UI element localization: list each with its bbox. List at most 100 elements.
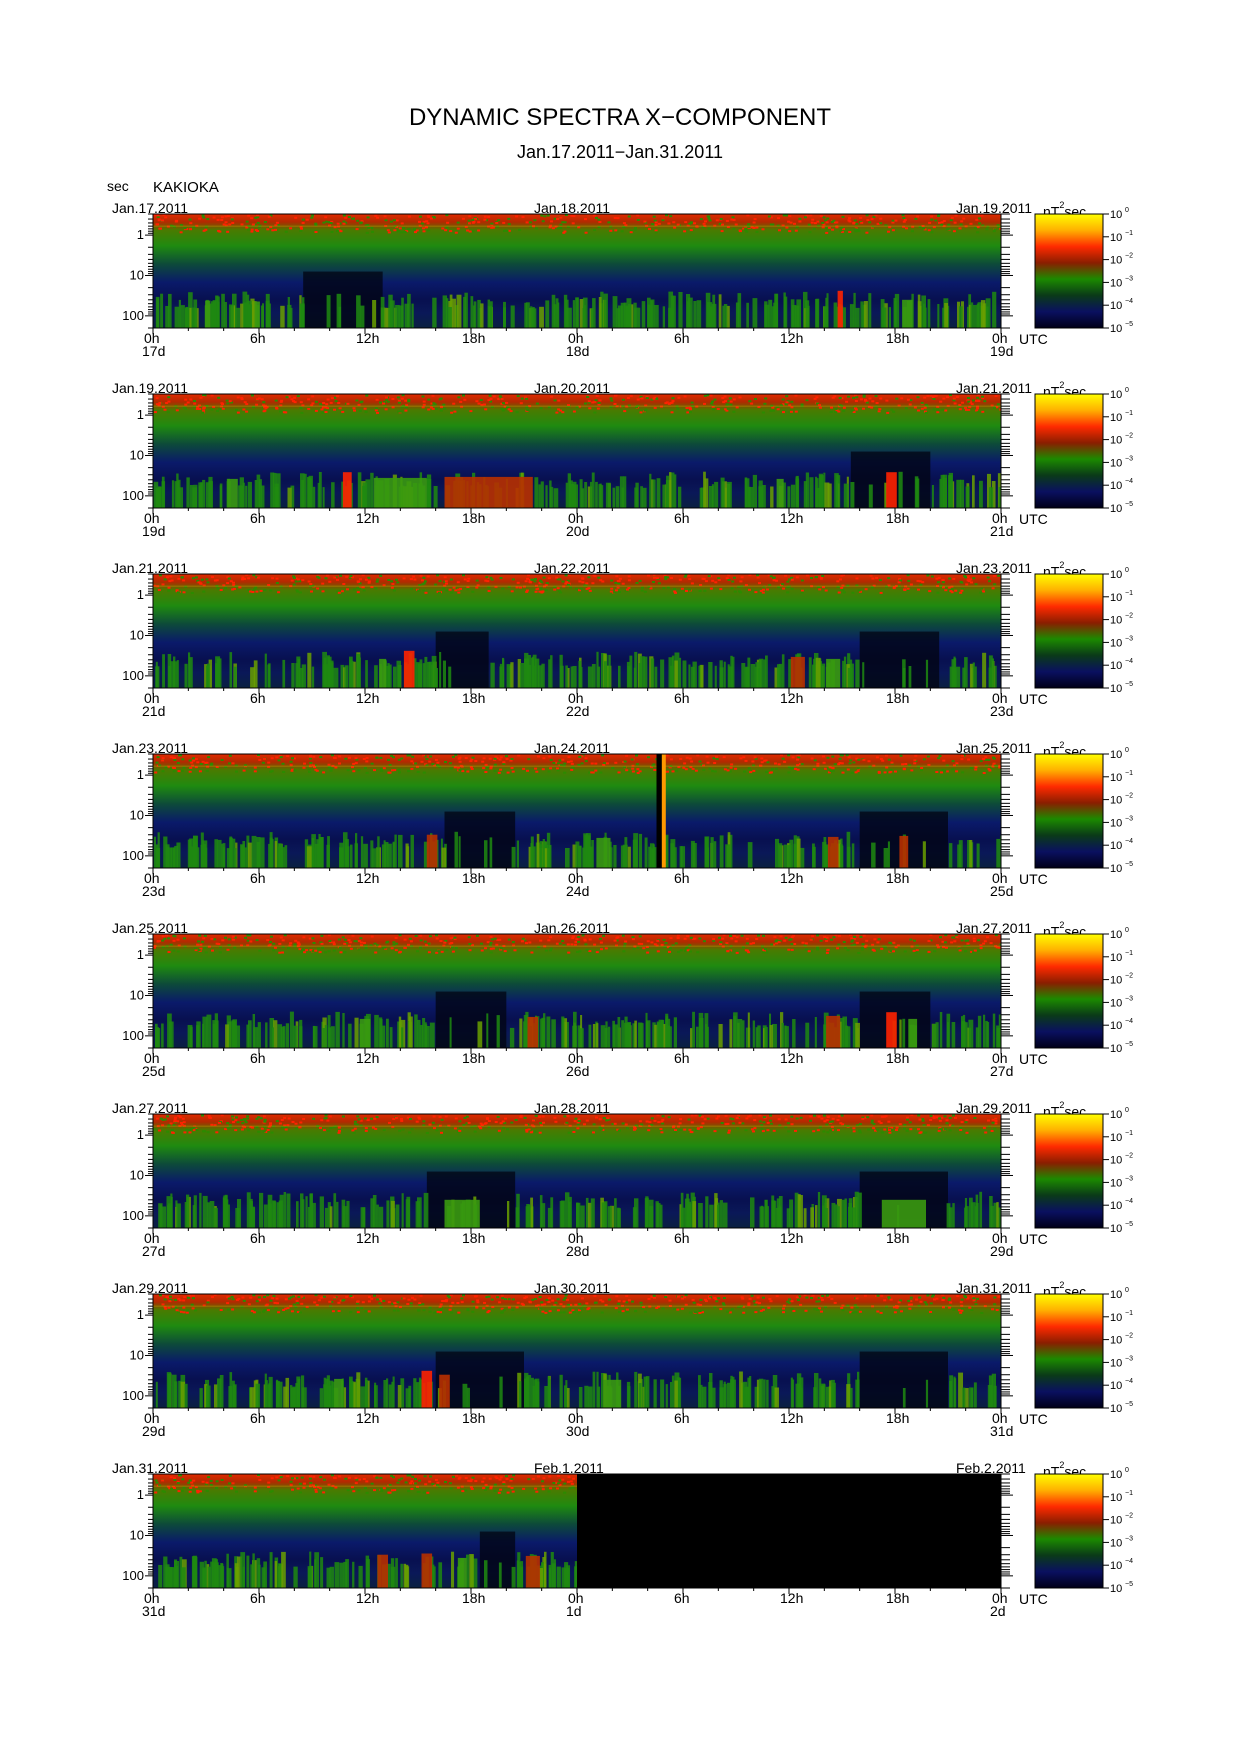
colorbar-tick-exponent: −1 (1125, 590, 1133, 597)
panel-date-right: Jan.23.2011 (956, 560, 1033, 576)
x-tick-label: 12h (356, 870, 380, 886)
spectrogram-field (153, 754, 1001, 868)
colorbar-tick-label: 10 (1110, 749, 1122, 761)
quiet-interval (435, 991, 507, 1048)
colorbar-tick-exponent: −3 (1125, 1535, 1133, 1542)
x-tick-label: 6h (674, 1410, 690, 1426)
quiet-interval (303, 271, 383, 328)
x-axis-utc-label: UTC (1019, 1051, 1048, 1067)
colorbar-tick-label: 10 (1110, 1380, 1122, 1392)
colorbar-unit-exponent: 2 (1059, 1100, 1065, 1110)
x-tick-label: 6h (250, 1410, 266, 1426)
x-tick-label: 6h (250, 1590, 266, 1606)
colorbar-tick-exponent: −2 (1125, 973, 1133, 980)
x-tick-label: 18h (886, 690, 910, 706)
colorbar-tick-label: 10 (1110, 660, 1122, 672)
day-label: 31d (990, 1423, 1014, 1439)
day-label: 24d (566, 883, 590, 899)
x-axis (152, 1408, 1002, 1414)
colorbar-unit-exponent: 2 (1059, 1460, 1065, 1470)
x-tick-label: 18h (886, 870, 910, 886)
colorbar-tick-exponent: 0 (1125, 207, 1129, 214)
colorbar-tick-label: 10 (1110, 1357, 1122, 1369)
x-tick-label: 6h (674, 510, 690, 526)
colorbar-tick-label: 10 (1110, 232, 1122, 244)
colorbar-tick-exponent: −3 (1125, 1355, 1133, 1362)
y-axis: 1 10 100 (122, 933, 1013, 1049)
colorbar-tick-exponent: −2 (1125, 1333, 1133, 1340)
pulsation-event (444, 476, 533, 508)
pulsation-event (359, 1018, 371, 1048)
pulsation-event (790, 656, 805, 688)
colorbar-tick-label: 10 (1110, 1469, 1122, 1481)
x-tick-label: 0h (144, 1230, 160, 1246)
colorbar-tick-exponent: −1 (1125, 410, 1133, 417)
y-axis: 1 10 100 (122, 573, 1013, 689)
x-tick-label: 18h (462, 1230, 486, 1246)
colorbar-tick-label: 10 (1110, 1583, 1122, 1595)
x-axis (152, 1048, 1002, 1054)
y-tick-label: 100 (122, 848, 144, 863)
x-tick-label: 6h (250, 330, 266, 346)
x-tick-label: 12h (356, 330, 380, 346)
x-tick-label: 12h (780, 1230, 804, 1246)
colorbar-tick-exponent: −5 (1125, 861, 1133, 868)
colorbar-tick-exponent: −4 (1125, 478, 1133, 485)
spectrogram: 1 10 100 (122, 393, 1013, 514)
pulsation-event (457, 1557, 467, 1588)
x-tick-label: 0h (992, 330, 1008, 346)
colorbar-gradient (1034, 933, 1104, 1049)
colorbar-tick-exponent: 0 (1125, 1287, 1129, 1294)
x-tick-label: 18h (886, 1230, 910, 1246)
colorbar-tick-exponent: −4 (1125, 838, 1133, 845)
x-axis-utc-label: UTC (1019, 871, 1048, 887)
spectra-panel: Jan.27.2011 Jan.28.2011 Jan.29.2011 nT2sec 1… (0, 1100, 1240, 1280)
colorbar-tick-exponent: −2 (1125, 1153, 1133, 1160)
spectra-panel: Jan.19.2011 Jan.20.2011 Jan.21.2011 nT2sec 1… (0, 380, 1240, 560)
colorbar-tick-exponent: −2 (1125, 253, 1133, 260)
colorbar-tick-label: 10 (1110, 1200, 1122, 1212)
colorbar-tick-exponent: −5 (1125, 321, 1133, 328)
x-tick-label: 0h (144, 690, 160, 706)
pulsation-event (421, 1553, 433, 1588)
day-label: 21d (142, 703, 166, 719)
data-gap (656, 754, 663, 868)
x-tick-label: 18h (886, 330, 910, 346)
day-label: 26d (566, 1063, 590, 1079)
x-tick-label: 0h (144, 1590, 160, 1606)
short-period-power (153, 394, 1001, 414)
x-tick-label: 18h (886, 1050, 910, 1066)
x-tick-label: 0h (568, 1410, 584, 1426)
day-label: 31d (142, 1603, 166, 1619)
day-label: 21d (990, 523, 1014, 539)
y-tick-label: 10 (130, 627, 144, 642)
pulsation-event (603, 1379, 622, 1408)
colorbar-unit-exponent: 2 (1059, 560, 1065, 570)
x-tick-label: 18h (462, 1590, 486, 1606)
x-tick-label: 0h (568, 330, 584, 346)
x-tick-label: 6h (250, 510, 266, 526)
day-label: 29d (990, 1243, 1014, 1259)
colorbar-tick-label: 10 (1110, 480, 1122, 492)
colorbar-tick-label: 10 (1110, 817, 1122, 829)
y-tick-label: 10 (130, 267, 144, 282)
x-tick-label: 0h (992, 1050, 1008, 1066)
colorbar-tick-label: 10 (1110, 1177, 1122, 1189)
x-tick-label: 6h (674, 690, 690, 706)
day-label: 29d (142, 1423, 166, 1439)
y-axis: 1 10 100 (122, 1113, 1013, 1229)
x-tick-label: 18h (462, 330, 486, 346)
short-period-power (154, 754, 1001, 774)
colorbar-unit-exponent: 2 (1059, 380, 1065, 390)
x-tick-label: 0h (992, 510, 1008, 526)
colorbar-tick-label: 10 (1110, 952, 1122, 964)
colorbar-tick-label: 10 (1110, 1132, 1122, 1144)
pulsation-event (826, 658, 841, 688)
y-axis: 1 10 100 (122, 1473, 1013, 1589)
panel-date-right: Jan.31.2011 (956, 1280, 1033, 1296)
x-axis-utc-label: UTC (1019, 331, 1048, 347)
colorbar-tick-exponent: −4 (1125, 1198, 1133, 1205)
